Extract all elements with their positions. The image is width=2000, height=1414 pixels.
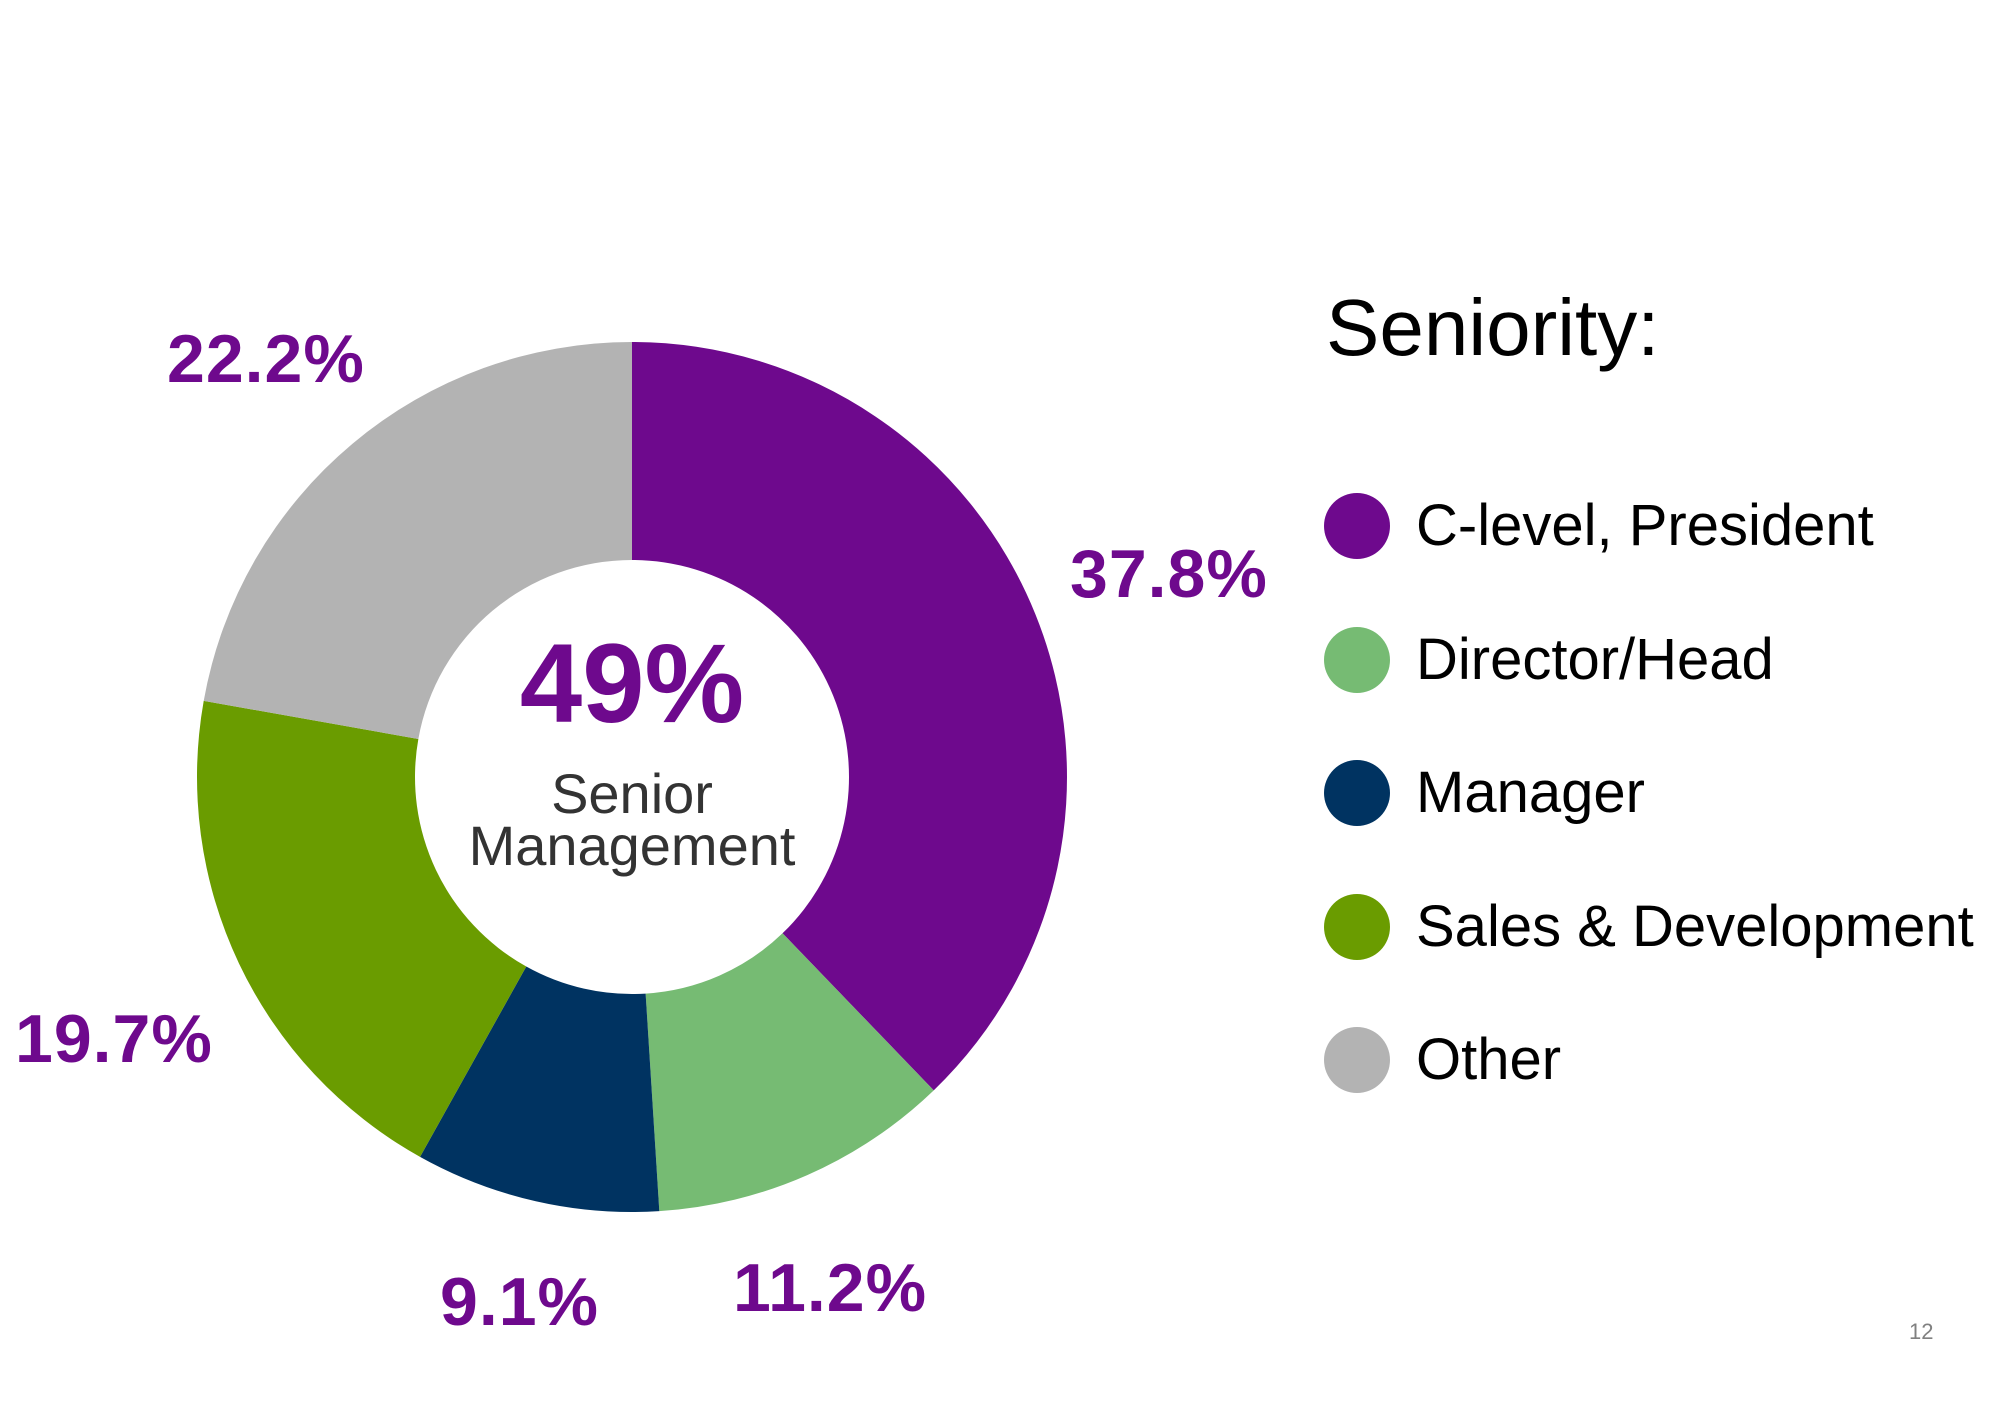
legend-swatch-icon: [1324, 894, 1390, 960]
slice-label-other: 22.2%: [167, 321, 365, 397]
legend-label: Other: [1416, 1027, 1562, 1092]
legend-item-director: Director/Head: [1324, 627, 1774, 693]
legend-item-c-level: C-level, President: [1324, 493, 1874, 559]
legend-label: Director/Head: [1416, 627, 1774, 692]
center-value: 49%: [519, 621, 745, 746]
legend-item-manager: Manager: [1324, 760, 1645, 826]
center-caption-line1: Senior: [551, 762, 713, 825]
legend-label: C-level, President: [1416, 493, 1874, 558]
slice-label-c-level: 37.8%: [1070, 536, 1268, 612]
legend-label: Manager: [1416, 760, 1645, 825]
donut-slice-director: [645, 933, 934, 1212]
slice-label-sales-development: 19.7%: [15, 1001, 213, 1077]
legend-item-other: Other: [1324, 1027, 1561, 1093]
donut-slice-other: [203, 342, 632, 740]
legend-label: Sales & Development: [1416, 894, 1974, 959]
legend-swatch-icon: [1324, 760, 1390, 826]
donut-slice-manager: [420, 966, 660, 1212]
legend-item-sales-development: Sales & Development: [1324, 894, 1974, 960]
legend-swatch-icon: [1324, 627, 1390, 693]
center-caption: Senior Management: [412, 762, 852, 877]
donut-slices: [196, 342, 1067, 1212]
page-number: 12: [1909, 1319, 1934, 1344]
slice-label-manager: 9.1%: [440, 1264, 599, 1340]
legend-title: Seniority:: [1326, 283, 1660, 372]
slice-label-director: 11.2%: [733, 1250, 928, 1326]
donut-slice-c-level: [632, 342, 1067, 1091]
legend-swatch-icon: [1324, 1027, 1390, 1093]
legend-swatch-icon: [1324, 493, 1390, 559]
donut-slice-sales-development: [196, 700, 527, 1157]
center-caption-line2: Management: [468, 814, 796, 877]
